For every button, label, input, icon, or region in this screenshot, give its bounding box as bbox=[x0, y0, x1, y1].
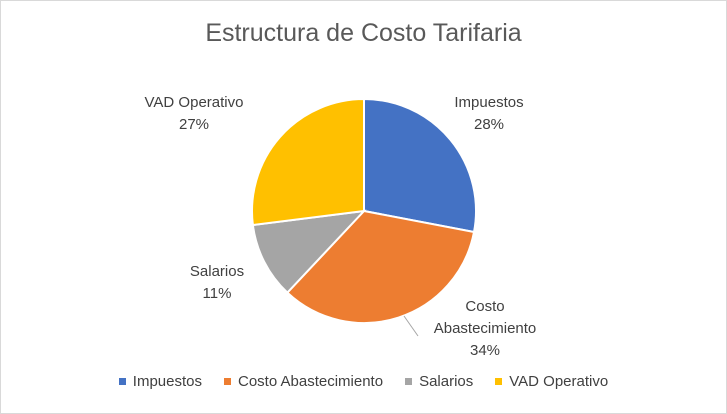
data-label-vad-operativo: VAD Operativo 27% bbox=[114, 92, 274, 136]
legend-label: Impuestos bbox=[132, 373, 202, 390]
pie-slice-salarios bbox=[251, 209, 367, 295]
data-label-line: Abastecimiento bbox=[433, 320, 537, 337]
data-label-line: Impuestos bbox=[454, 94, 524, 111]
legend-label: VAD Operativo bbox=[509, 373, 609, 390]
legend-entry-vad-operativo: VAD Operativo bbox=[495, 373, 608, 390]
legend-entry-salarios: Salarios bbox=[405, 373, 473, 390]
legend-swatch bbox=[495, 378, 503, 385]
legend-swatch bbox=[405, 378, 413, 385]
data-label-impuestos: Impuestos 28% bbox=[409, 92, 569, 136]
data-label-line: 11% bbox=[202, 285, 232, 302]
legend: Impuestos Costo Abastecimiento Salarios … bbox=[1, 373, 726, 390]
data-label-line: 27% bbox=[178, 116, 210, 133]
data-label-costo-abastecimiento: Costo Abastecimiento 34% bbox=[405, 296, 565, 362]
legend-swatch bbox=[223, 378, 231, 385]
legend-label: Salarios bbox=[419, 373, 474, 390]
leader-line bbox=[403, 315, 419, 337]
data-label-line: VAD Operativo bbox=[144, 94, 244, 111]
pie-slice-impuestos bbox=[363, 97, 477, 234]
data-label-line: 34% bbox=[469, 342, 501, 359]
legend-swatch bbox=[118, 378, 126, 385]
data-label-line: 28% bbox=[473, 116, 505, 133]
chart-title: Estructura de Costo Tarifaria bbox=[205, 19, 522, 47]
data-label-line: Salarios bbox=[189, 263, 245, 280]
data-label-salarios: Salarios 11% bbox=[137, 261, 297, 305]
legend-entry-impuestos: Impuestos bbox=[118, 373, 202, 390]
data-label-line: Costo bbox=[465, 298, 505, 315]
legend-entry-costo-abastecimiento: Costo Abastecimiento bbox=[223, 373, 384, 390]
pie-slice-costo-abastecimiento bbox=[285, 209, 476, 324]
legend-label: Costo Abastecimiento bbox=[237, 373, 384, 390]
pie-slice-vad-operativo bbox=[251, 97, 365, 227]
